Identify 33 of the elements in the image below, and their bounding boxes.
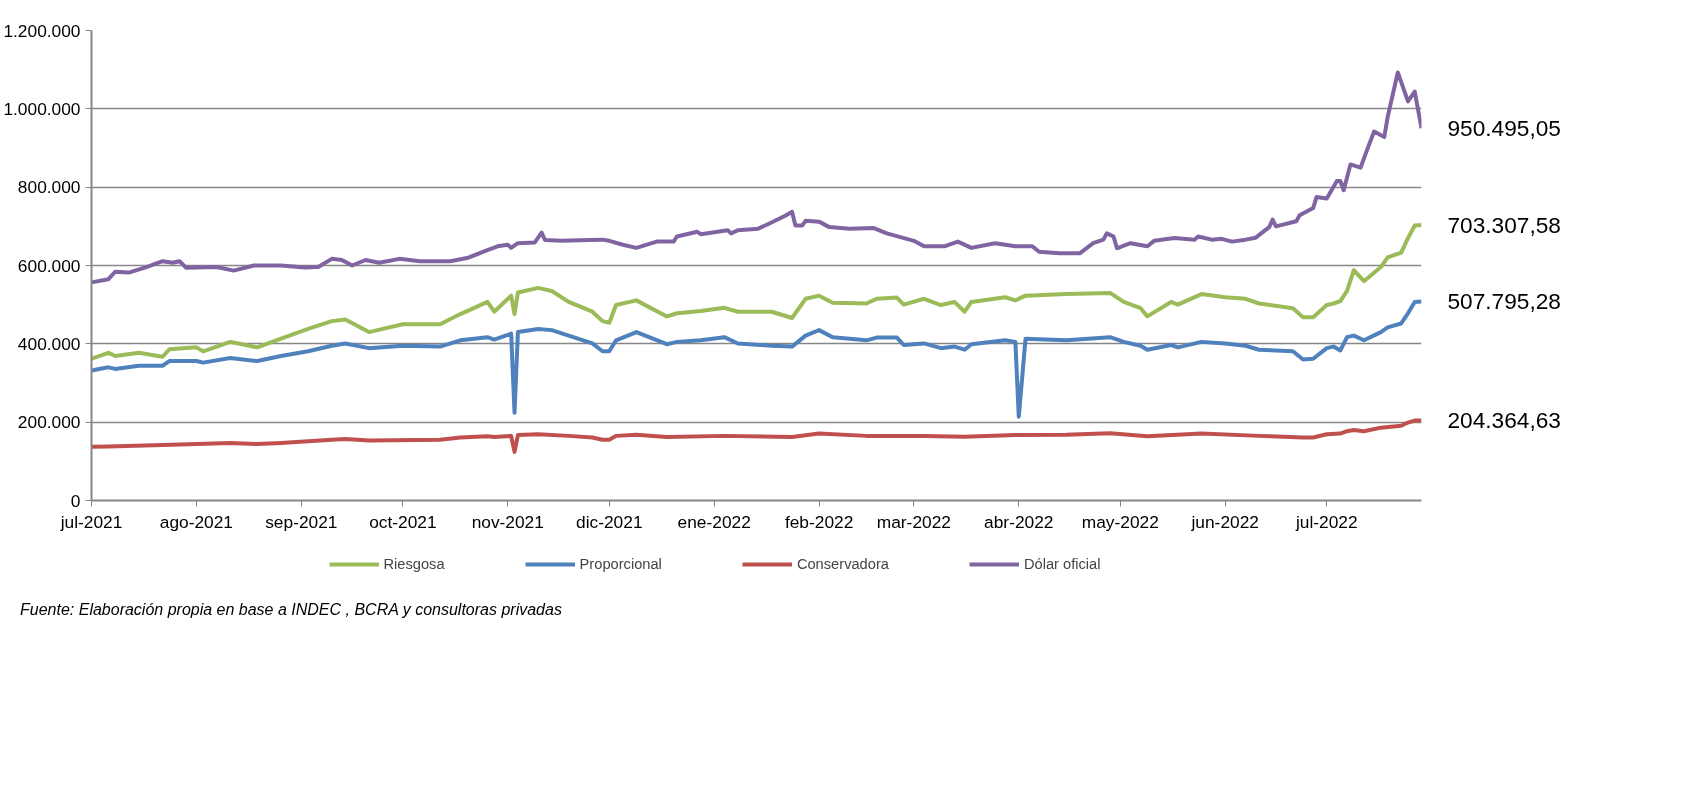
line-series: [91, 299, 1422, 419]
legend-label: Proporcional: [579, 556, 662, 572]
x-tick-label: feb-2022: [784, 511, 854, 532]
line-series: [91, 418, 1422, 454]
legend-label: Conservadora: [796, 556, 889, 572]
line-series: [91, 70, 1422, 285]
x-tick-label: dic-2021: [576, 511, 643, 532]
x-tick-label: oct-2021: [369, 511, 437, 532]
y-tick-label: 1.000.000: [3, 98, 81, 119]
y-tick-label: 400.000: [17, 333, 81, 354]
x-tick-label: nov-2021: [471, 511, 544, 532]
x-tick-label: ago-2021: [159, 511, 234, 532]
y-tick-label: 1.200.000: [3, 20, 81, 41]
x-tick-label: jul-2021: [59, 511, 123, 532]
y-tick-label: 800.000: [17, 177, 81, 198]
data-label: 507.795,28: [1447, 288, 1561, 315]
x-tick-label: jul-2022: [1294, 511, 1358, 532]
legend-label: Dólar oficial: [1023, 556, 1101, 572]
line-series: [91, 223, 1422, 361]
y-tick-label: 600.000: [17, 255, 81, 276]
y-tick-label: 200.000: [17, 412, 81, 433]
y-tick-label: 0: [70, 490, 81, 511]
x-tick-label: ene-2022: [677, 511, 751, 532]
x-tick-label: sep-2021: [265, 511, 338, 532]
data-label: 703.307,58: [1447, 211, 1561, 238]
x-tick-label: mar-2022: [876, 511, 951, 532]
x-tick-label: jun-2022: [1190, 511, 1259, 532]
data-label: 950.495,05: [1447, 114, 1561, 141]
data-label: 204.364,63: [1447, 406, 1561, 433]
x-tick-label: abr-2022: [984, 511, 1054, 532]
source-note: Fuente: Elaboración propia en base a INDEC , BCRA y consultoras privadas: [20, 600, 562, 620]
x-tick-label: may-2022: [1081, 511, 1159, 532]
legend-label: Riesgosa: [383, 556, 445, 572]
